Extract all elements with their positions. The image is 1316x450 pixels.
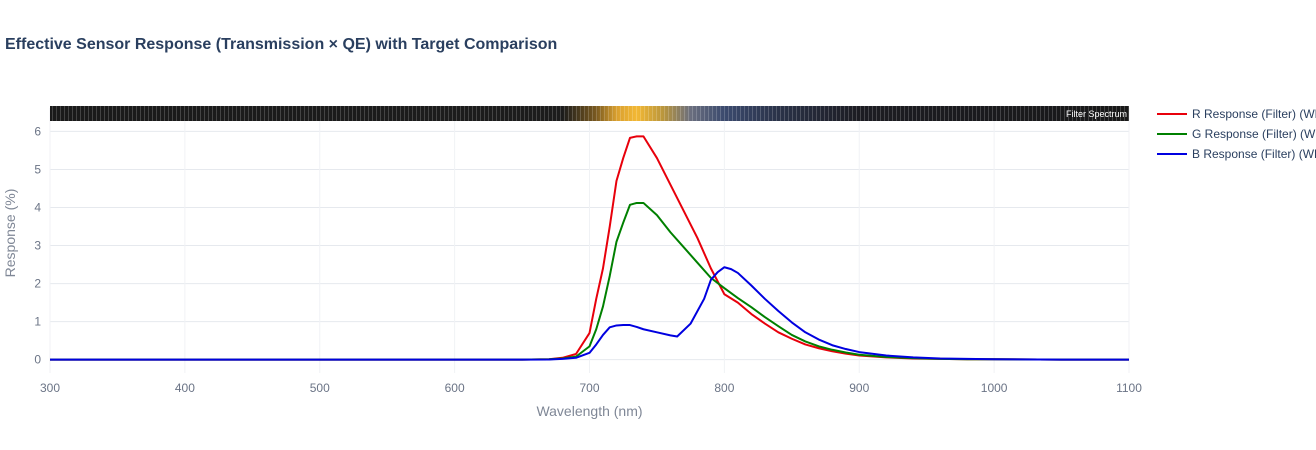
y-tick-label: 2 (34, 277, 41, 291)
filter-spectrum-strip: Filter Spectrum (50, 106, 1129, 121)
y-tick-label: 0 (34, 353, 41, 367)
legend-item-label: B Response (Filter) (WB) (1192, 147, 1316, 161)
series-lines (50, 135, 1129, 361)
series-line-2 (50, 266, 1129, 361)
legend: R Response (Filter) (WB) G Response (Filt… (1157, 107, 1316, 161)
x-tick-label: 1100 (1116, 381, 1142, 395)
x-tick-label: 800 (714, 381, 734, 395)
y-tick-labels: 0 1 2 3 4 5 6 (34, 124, 41, 366)
legend-item-label: G Response (Filter) (WB) (1192, 127, 1316, 141)
y-axis-title: Response (%) (2, 189, 18, 278)
x-tick-label: 400 (175, 381, 195, 395)
series-line-1 (50, 201, 1129, 361)
x-tick-label: 500 (310, 381, 330, 395)
y-tick-label: 1 (34, 315, 41, 329)
y-tick-label: 3 (34, 239, 41, 253)
y-tick-label: 5 (34, 162, 41, 176)
x-tick-label: 600 (445, 381, 465, 395)
x-tick-labels: 300 400 500 600 700 800 900 1000 1100 (40, 381, 1142, 395)
chart-title: Effective Sensor Response (Transmission … (5, 36, 558, 53)
legend-item-label: R Response (Filter) (WB) (1192, 107, 1316, 121)
x-tick-label: 700 (579, 381, 599, 395)
y-tick-label: 4 (34, 201, 41, 215)
x-tick-label: 1000 (981, 381, 1008, 395)
spectrum-strip-texture (50, 106, 1129, 121)
x-tick-label: 900 (849, 381, 869, 395)
spectrum-strip-label: Filter Spectrum (1066, 109, 1127, 119)
x-axis-title: Wavelength (nm) (536, 403, 642, 419)
y-tick-label: 6 (34, 124, 41, 138)
x-tick-label: 300 (40, 381, 60, 395)
